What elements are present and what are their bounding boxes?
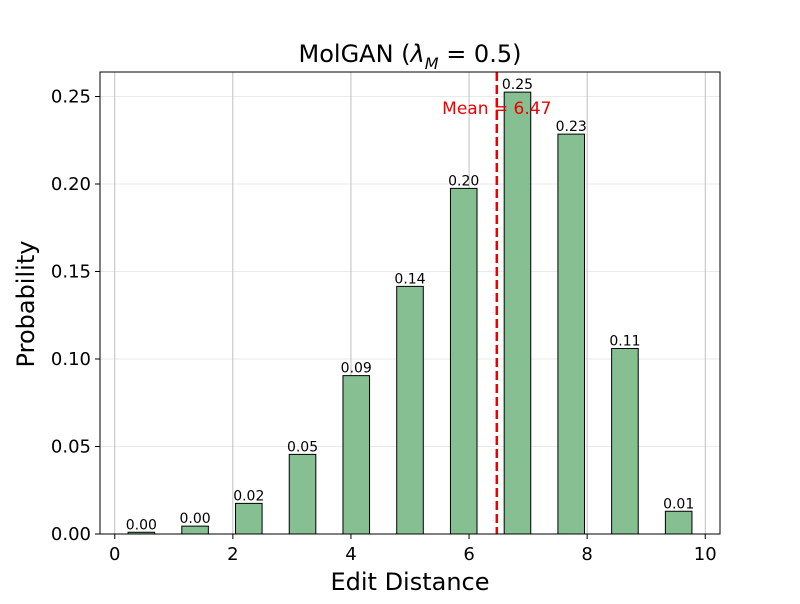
bar [181, 525, 209, 535]
bar-data-label: 0.05 [287, 439, 318, 455]
bar [611, 348, 639, 535]
mean-label: Mean = 6.47 [442, 99, 551, 119]
axes: 0 2 4 6 8 10 0.00 0.05 0.10 0.15 0.20 0.25 [51, 71, 721, 565]
x-tick-label: 10 [694, 544, 717, 565]
bar [449, 187, 478, 535]
y-tick-label: 0.00 [51, 524, 91, 545]
bar [557, 133, 585, 535]
x-tick-label: 8 [581, 544, 592, 565]
bar-data-label: 0.14 [394, 271, 425, 287]
x-axis-label: Edit Distance [330, 568, 489, 596]
bar [235, 502, 263, 535]
plot-frame [99, 71, 721, 535]
bar-data-label: 0.23 [556, 119, 587, 135]
mean-marker: Mean = 6.47 [442, 72, 551, 534]
bar-data-label: 0.00 [126, 517, 157, 533]
x-tick-label: 6 [463, 544, 474, 565]
bar [396, 285, 424, 535]
x-tick-label: 2 [227, 544, 238, 565]
chart-title: MolGAN (λM = 0.5) [299, 40, 522, 73]
bar-data-label: 0.25 [502, 77, 533, 93]
bar-data-label: 0.11 [609, 334, 640, 350]
bar-data-label: 0.01 [663, 496, 694, 512]
y-tick-label: 0.05 [51, 437, 91, 458]
bar [664, 510, 693, 535]
bar-data-labels: 0.00 0.00 0.02 0.05 0.09 0.14 0.20 0.25 0.23 0.11… [126, 77, 695, 533]
bar-data-label: 0.20 [448, 173, 479, 189]
y-tick-label: 0.15 [51, 262, 91, 283]
y-tick-label: 0.25 [51, 87, 91, 108]
y-tick-label: 0.20 [51, 174, 91, 195]
bar [503, 91, 532, 535]
y-axis-label: Probability [12, 241, 40, 368]
bar [288, 453, 317, 535]
x-tick-label: 0 [109, 544, 120, 565]
bar [342, 375, 371, 535]
x-tick-label: 4 [345, 544, 356, 565]
bar-data-label: 0.09 [341, 361, 372, 377]
bar-data-label: 0.00 [179, 511, 210, 527]
y-tick-label: 0.10 [51, 349, 91, 370]
bar-data-label: 0.02 [233, 488, 264, 504]
bars [127, 91, 693, 535]
